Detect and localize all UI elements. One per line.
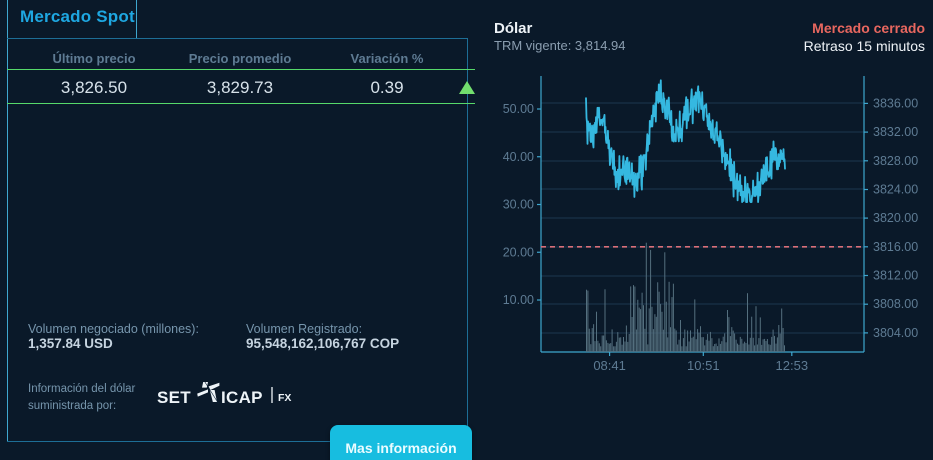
svg-text:3812.00: 3812.00 [873, 269, 918, 283]
svg-text:08:41: 08:41 [593, 358, 626, 373]
svg-text:3808.00: 3808.00 [873, 297, 918, 311]
svg-text:3832.00: 3832.00 [873, 125, 918, 139]
svg-text:40.00: 40.00 [503, 150, 534, 164]
svg-text:10.00: 10.00 [503, 293, 534, 307]
svg-text:3820.00: 3820.00 [873, 211, 918, 225]
svg-text:FX: FX [278, 392, 291, 404]
svg-text:20.00: 20.00 [503, 245, 534, 259]
svg-text:50.00: 50.00 [503, 102, 534, 116]
svg-text:ICAP: ICAP [221, 388, 263, 407]
svg-text:3824.00: 3824.00 [873, 183, 918, 197]
svg-text:30.00: 30.00 [503, 198, 534, 212]
svg-text:3828.00: 3828.00 [873, 154, 918, 168]
svg-text:12:53: 12:53 [776, 358, 809, 373]
svg-text:3836.00: 3836.00 [873, 96, 918, 110]
svg-text:SET: SET [157, 388, 191, 407]
svg-text:3816.00: 3816.00 [873, 240, 918, 254]
svg-text:10:51: 10:51 [687, 358, 720, 373]
svg-text:3804.00: 3804.00 [873, 326, 918, 340]
